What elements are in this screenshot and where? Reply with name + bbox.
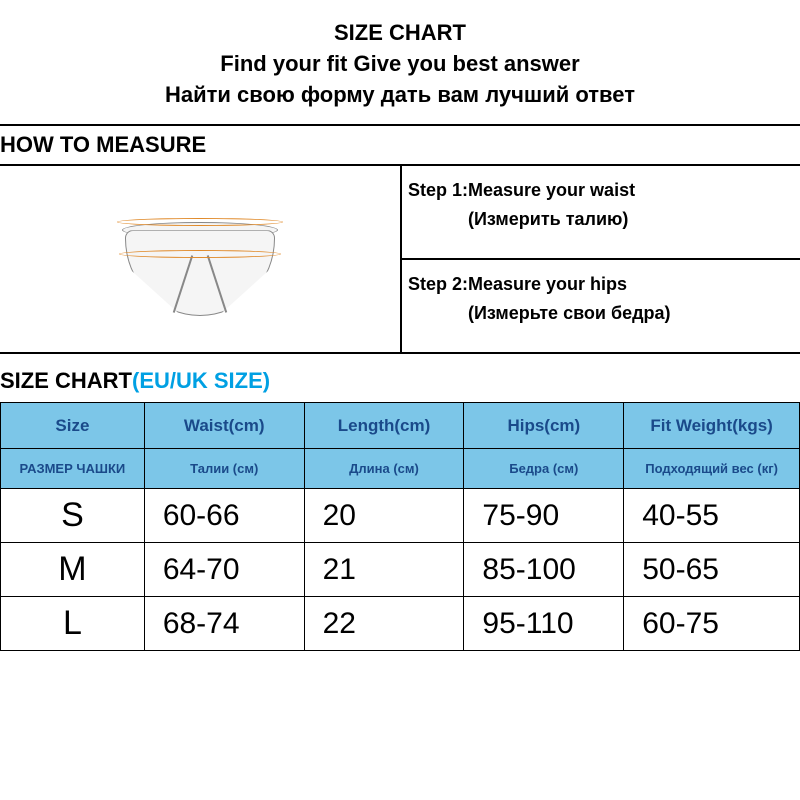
value-cell: 22 <box>304 597 464 651</box>
measure-diagram-cell <box>0 166 400 352</box>
step-2-en: Step 2:Measure your hips <box>408 270 794 299</box>
size-table-col-header-ru: Длина (см) <box>304 449 464 489</box>
underwear-diagram-icon <box>110 194 290 324</box>
value-cell: 40-55 <box>624 489 800 543</box>
value-cell: 60-75 <box>624 597 800 651</box>
value-cell: 20 <box>304 489 464 543</box>
step-2-ru: (Измерьте свои бедра) <box>408 299 794 328</box>
size-cell: M <box>1 543 145 597</box>
table-row: M64-702185-10050-65 <box>1 543 800 597</box>
value-cell: 60-66 <box>144 489 304 543</box>
value-cell: 50-65 <box>624 543 800 597</box>
size-table-header-ru: РАЗМЕР ЧАШКИТалии (см)Длина (см)Бедра (с… <box>1 449 800 489</box>
step-1: Step 1:Measure your waist (Измерить тали… <box>402 166 800 258</box>
how-to-measure-heading: HOW TO MEASURE <box>0 126 800 164</box>
value-cell: 85-100 <box>464 543 624 597</box>
measure-row: Step 1:Measure your waist (Измерить тали… <box>0 164 800 354</box>
size-cell: L <box>1 597 145 651</box>
size-table-col-header-ru: Подходящий вес (кг) <box>624 449 800 489</box>
size-table-col-header: Length(cm) <box>304 403 464 449</box>
step-1-en: Step 1:Measure your waist <box>408 176 794 205</box>
size-chart-heading: SIZE CHART(EU/UK SIZE) <box>0 354 800 402</box>
size-table-header-en: SizeWaist(cm)Length(cm)Hips(cm)Fit Weigh… <box>1 403 800 449</box>
size-chart-page: SIZE CHART Find your fit Give you best a… <box>0 0 800 800</box>
value-cell: 75-90 <box>464 489 624 543</box>
size-table: SizeWaist(cm)Length(cm)Hips(cm)Fit Weigh… <box>0 402 800 651</box>
size-chart-heading-main: SIZE CHART <box>0 368 132 393</box>
size-cell: S <box>1 489 145 543</box>
step-2: Step 2:Measure your hips (Измерьте свои … <box>402 258 800 352</box>
size-table-col-header-ru: Талии (см) <box>144 449 304 489</box>
step-1-ru: (Измерить талию) <box>408 205 794 234</box>
value-cell: 68-74 <box>144 597 304 651</box>
size-table-col-header-ru: РАЗМЕР ЧАШКИ <box>1 449 145 489</box>
size-table-col-header: Waist(cm) <box>144 403 304 449</box>
measure-steps: Step 1:Measure your waist (Измерить тали… <box>400 166 800 352</box>
title-block: SIZE CHART Find your fit Give you best a… <box>0 0 800 124</box>
size-table-col-header: Hips(cm) <box>464 403 624 449</box>
size-table-col-header: Size <box>1 403 145 449</box>
table-row: L68-742295-11060-75 <box>1 597 800 651</box>
value-cell: 21 <box>304 543 464 597</box>
table-row: S60-662075-9040-55 <box>1 489 800 543</box>
title-line3: Найти свою форму дать вам лучший ответ <box>0 80 800 111</box>
size-chart-heading-eu: (EU/UK SIZE) <box>132 368 270 393</box>
value-cell: 95-110 <box>464 597 624 651</box>
value-cell: 64-70 <box>144 543 304 597</box>
title-line2: Find your fit Give you best answer <box>0 49 800 80</box>
size-table-col-header: Fit Weight(kgs) <box>624 403 800 449</box>
size-table-col-header-ru: Бедра (см) <box>464 449 624 489</box>
title-line1: SIZE CHART <box>0 18 800 49</box>
